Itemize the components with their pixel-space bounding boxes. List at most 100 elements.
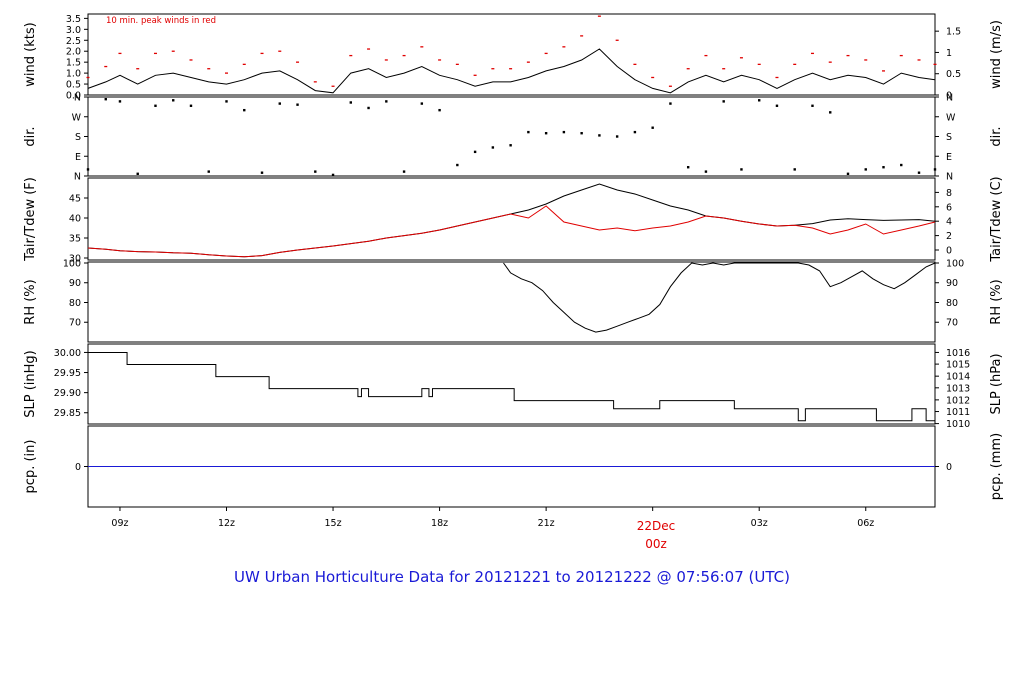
dir-point xyxy=(740,168,743,171)
y-axis-label-right-pcp: pcp. (mm) xyxy=(989,433,1004,500)
right-tick-label-slp: 1014 xyxy=(946,372,970,383)
x-tick-label: 06z xyxy=(857,518,874,529)
left-tick-label-temp: 30 xyxy=(69,254,81,265)
dir-point xyxy=(456,163,459,167)
dir-point xyxy=(527,130,530,134)
dir-point xyxy=(686,166,690,169)
right-tick-label-rh: 80 xyxy=(946,298,958,309)
right-tick-label-temp: 4 xyxy=(946,217,952,228)
right-tick-label-dir: N xyxy=(946,93,953,104)
left-tick-label-wind: 0.5 xyxy=(66,80,81,91)
right-tick-label-temp: 0 xyxy=(946,246,952,257)
dir-point xyxy=(758,99,761,102)
right-tick-label-dir: E xyxy=(946,152,952,163)
left-tick-label-temp: 35 xyxy=(69,234,81,245)
left-tick-label-wind: 3.0 xyxy=(66,25,81,36)
x-tick-label: 03z xyxy=(751,518,768,529)
series-slp-0 xyxy=(88,351,935,422)
dir-point xyxy=(367,106,370,110)
dir-point xyxy=(933,168,937,171)
panel-frame-wind xyxy=(87,13,936,96)
dir-point xyxy=(225,100,228,103)
dir-point xyxy=(420,102,424,105)
panel-annotation: 10 min. peak winds in red xyxy=(106,16,216,26)
y-axis-label-left-temp: Tair/Tdew (F) xyxy=(23,177,38,262)
left-tick-label-pcp: 0 xyxy=(75,462,81,473)
right-tick-label-dir: N xyxy=(946,172,953,183)
right-tick-label-dir: S xyxy=(946,132,952,143)
right-tick-label-rh: 100 xyxy=(946,258,964,269)
dir-point xyxy=(669,102,672,105)
dir-point xyxy=(562,130,566,134)
dir-point xyxy=(154,104,157,107)
x-tick-label: 12z xyxy=(218,518,235,529)
x-tick-label: 09z xyxy=(111,518,128,529)
left-tick-label-wind: 2.5 xyxy=(66,36,81,47)
left-tick-label-dir: N xyxy=(74,172,81,183)
left-tick-label-wind: 0.0 xyxy=(66,91,81,102)
right-tick-label-wind: 1.5 xyxy=(946,27,961,38)
panel-pcp: 0 0 pcp. (in) pcp. (mm) xyxy=(23,425,1004,508)
right-tick-label-wind: 0 xyxy=(946,91,952,102)
panel-slp: 29.85 29.90 29.95 30.00 10101011101210131014… xyxy=(23,343,1004,430)
panel-frame-slp xyxy=(87,343,936,425)
panel-rh: 70 80 90 100 70 80 90 100 RH (%) RH (%) xyxy=(23,258,1004,343)
y-axis-label-left-slp: SLP (inHg) xyxy=(23,350,38,418)
right-tick-label-rh: 70 xyxy=(946,318,958,329)
x-tick-label: 21z xyxy=(538,518,555,529)
series-wind-0 xyxy=(87,48,936,94)
dir-point xyxy=(331,173,335,177)
series-rh-0 xyxy=(503,262,936,333)
dir-point xyxy=(278,102,281,105)
panel-frame-rh xyxy=(87,261,936,343)
x-axis-highlight-time: 00z xyxy=(645,537,667,551)
left-tick-label-wind: 1.5 xyxy=(66,58,81,69)
dir-point xyxy=(260,171,264,174)
right-tick-label-slp: 1012 xyxy=(946,395,970,406)
series-temp-0 xyxy=(87,183,936,258)
dir-point xyxy=(491,146,495,149)
x-tick-label: 15z xyxy=(325,518,342,529)
dir-point xyxy=(846,172,850,176)
dir-point xyxy=(811,104,814,107)
dir-point xyxy=(509,144,512,147)
y-axis-label-right-temp: Tair/Tdew (C) xyxy=(989,176,1004,262)
left-tick-label-rh: 90 xyxy=(69,278,81,289)
dir-point xyxy=(704,170,708,173)
y-axis-label-right-wind: wind (m/s) xyxy=(989,20,1004,89)
right-tick-label-slp: 1015 xyxy=(946,360,970,371)
panel-frame-dir xyxy=(87,96,936,177)
y-axis-label-left-wind: wind (kts) xyxy=(23,22,38,86)
dir-point xyxy=(473,150,477,154)
dir-point xyxy=(402,170,406,173)
dir-point xyxy=(296,103,299,106)
y-axis-label-right-rh: RH (%) xyxy=(989,279,1004,324)
left-tick-label-wind: 3.5 xyxy=(66,14,81,25)
dir-point xyxy=(104,97,107,101)
right-tick-label-slp: 1013 xyxy=(946,383,970,394)
dir-point xyxy=(615,135,619,138)
y-axis-label-right-slp: SLP (hPa) xyxy=(989,353,1004,414)
dir-point xyxy=(633,130,637,134)
panel-frame-temp xyxy=(87,177,936,261)
left-tick-label-slp: 30.00 xyxy=(54,348,81,359)
dir-point xyxy=(243,108,246,112)
right-tick-label-temp: 2 xyxy=(946,231,952,242)
dir-point xyxy=(882,166,885,169)
dir-point xyxy=(829,111,832,114)
x-axis-highlight-date: 22Dec xyxy=(637,519,676,533)
dir-point xyxy=(385,100,388,103)
right-tick-label-slp: 1011 xyxy=(946,407,970,418)
dir-point xyxy=(900,163,903,167)
left-tick-label-slp: 29.90 xyxy=(54,388,81,399)
left-tick-label-rh: 80 xyxy=(69,298,81,309)
dir-point xyxy=(544,132,548,135)
y-axis-label-right-dir: dir. xyxy=(989,126,1004,146)
left-tick-label-slp: 29.85 xyxy=(54,408,81,419)
dir-point xyxy=(598,134,601,137)
dir-point xyxy=(580,132,583,135)
left-tick-label-dir: S xyxy=(75,132,81,143)
